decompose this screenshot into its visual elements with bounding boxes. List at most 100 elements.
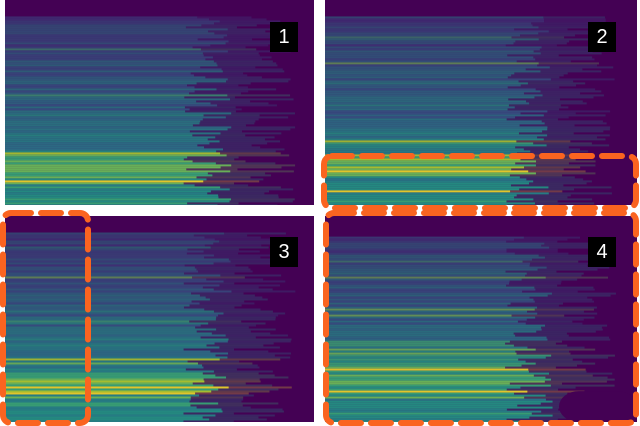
spectrogram-band-tail bbox=[507, 304, 559, 307]
spectrogram-band bbox=[5, 48, 201, 51]
spectrogram-band-tail bbox=[227, 28, 291, 31]
spectrogram-band bbox=[5, 308, 205, 311]
spectrogram-band bbox=[5, 358, 220, 361]
highlight-box bbox=[0, 210, 91, 426]
spectrogram-band bbox=[5, 302, 200, 305]
spectrogram-band bbox=[5, 186, 221, 189]
spectrogram-band bbox=[5, 264, 185, 267]
spectrogram-band-tail bbox=[529, 296, 588, 299]
spectrogram-band-tail bbox=[523, 148, 580, 151]
spectrogram-band bbox=[325, 376, 546, 379]
spectrogram-band bbox=[325, 302, 511, 305]
spectrogram-band bbox=[5, 240, 220, 243]
spectrogram-band-tail bbox=[520, 158, 576, 161]
spectrogram-band-tail bbox=[544, 380, 607, 383]
spectrogram-band-tail bbox=[186, 168, 238, 171]
spectrogram-band-tail bbox=[544, 20, 606, 23]
spectrogram-band bbox=[325, 20, 545, 23]
spectrogram-band-tail bbox=[209, 298, 268, 301]
spectrogram-band-tail bbox=[520, 112, 576, 115]
spectrogram-band bbox=[5, 372, 203, 375]
spectrogram-band bbox=[5, 374, 216, 377]
spectrogram-band-tail bbox=[228, 40, 292, 43]
spectrogram-band bbox=[5, 130, 190, 133]
spectrogram-band bbox=[5, 356, 228, 359]
spectrogram-band bbox=[325, 340, 510, 343]
spectrogram-band bbox=[5, 142, 210, 145]
spectrogram-band-tail bbox=[205, 58, 262, 61]
spectrogram-band bbox=[5, 250, 204, 253]
spectrogram-band bbox=[325, 264, 530, 267]
spectrogram-band-tail bbox=[550, 384, 615, 387]
spectrogram-band-tail bbox=[514, 392, 568, 395]
spectrogram-band bbox=[5, 174, 213, 177]
spectrogram-band-tail bbox=[529, 416, 588, 419]
panel-label: 3 bbox=[278, 241, 289, 263]
spectrogram-band bbox=[325, 40, 516, 43]
spectrogram-band-tail bbox=[190, 72, 244, 75]
spectrogram-band bbox=[325, 380, 545, 383]
spectrogram-band bbox=[325, 366, 506, 369]
spectrogram-band bbox=[325, 62, 539, 65]
spectrogram-band bbox=[5, 116, 226, 119]
spectrogram-band-tail bbox=[196, 176, 251, 179]
spectrogram-band-tail bbox=[213, 60, 273, 63]
spectrogram-band bbox=[325, 332, 514, 335]
spectrogram-band-tail bbox=[195, 326, 249, 329]
spectrogram-band bbox=[325, 272, 527, 275]
spectrogram-band bbox=[5, 338, 229, 341]
spectrogram-band bbox=[325, 32, 539, 35]
spectrogram-band-tail bbox=[213, 262, 273, 265]
spectrogram-band bbox=[325, 38, 539, 41]
spectrogram-band-tail bbox=[537, 306, 597, 309]
spectrogram-band-tail bbox=[547, 110, 611, 113]
spectrogram-band bbox=[5, 126, 232, 129]
spectrogram-band-tail bbox=[549, 66, 614, 69]
spectrogram-band-tail bbox=[219, 346, 280, 349]
spectrogram-band-tail bbox=[521, 364, 578, 367]
spectrogram-band-tail bbox=[183, 282, 235, 285]
spectrogram-band bbox=[5, 62, 217, 65]
spectrogram-band bbox=[5, 382, 193, 385]
spectrogram-band bbox=[325, 370, 529, 373]
spectrogram-band bbox=[5, 352, 229, 355]
spectrogram-band-tail bbox=[535, 164, 596, 167]
spectrogram-band bbox=[325, 136, 538, 139]
spectrogram-band bbox=[325, 240, 507, 243]
spectrogram-band bbox=[325, 182, 530, 185]
spectrogram-band bbox=[325, 274, 526, 277]
spectrogram-band-tail bbox=[531, 22, 590, 25]
spectrogram-band bbox=[5, 278, 207, 281]
spectrogram-band-tail bbox=[510, 190, 563, 193]
spectrogram-band-tail bbox=[204, 380, 261, 383]
spectrogram-band bbox=[325, 100, 527, 103]
spectrogram-band bbox=[5, 334, 226, 337]
spectrogram-band bbox=[5, 204, 218, 205]
spectrogram-band-tail bbox=[538, 254, 600, 257]
spectrogram-band-tail bbox=[199, 394, 254, 397]
spectrogram-band-tail bbox=[189, 320, 242, 323]
spectrogram-band bbox=[5, 70, 223, 73]
spectrogram-band-tail bbox=[537, 136, 597, 139]
spectrogram-band bbox=[325, 360, 526, 363]
spectrogram-band-tail bbox=[227, 78, 291, 81]
spectrogram-band-tail bbox=[505, 366, 556, 369]
spectrogram-band-tail bbox=[202, 372, 259, 375]
spectrogram-band bbox=[325, 180, 534, 183]
spectrogram-band bbox=[325, 352, 517, 355]
spectrogram-band-tail bbox=[509, 280, 562, 283]
spectrogram-band-tail bbox=[545, 376, 608, 379]
spectrogram-band bbox=[5, 288, 214, 291]
spectrogram-band-tail bbox=[220, 274, 282, 277]
spectrogram-band bbox=[5, 366, 204, 369]
spectrogram-band bbox=[5, 290, 232, 293]
spectrogram-band-tail bbox=[515, 350, 570, 353]
spectrogram-band bbox=[5, 110, 186, 113]
spectrogram-band-tail bbox=[227, 94, 291, 97]
spectrogram-band-tail bbox=[546, 144, 610, 147]
spectrogram-band bbox=[5, 88, 217, 91]
spectrogram-band-tail bbox=[519, 124, 575, 127]
spectrogram-band-tail bbox=[191, 300, 245, 303]
spectrogram-band bbox=[325, 110, 548, 113]
spectrogram-band bbox=[325, 304, 508, 307]
